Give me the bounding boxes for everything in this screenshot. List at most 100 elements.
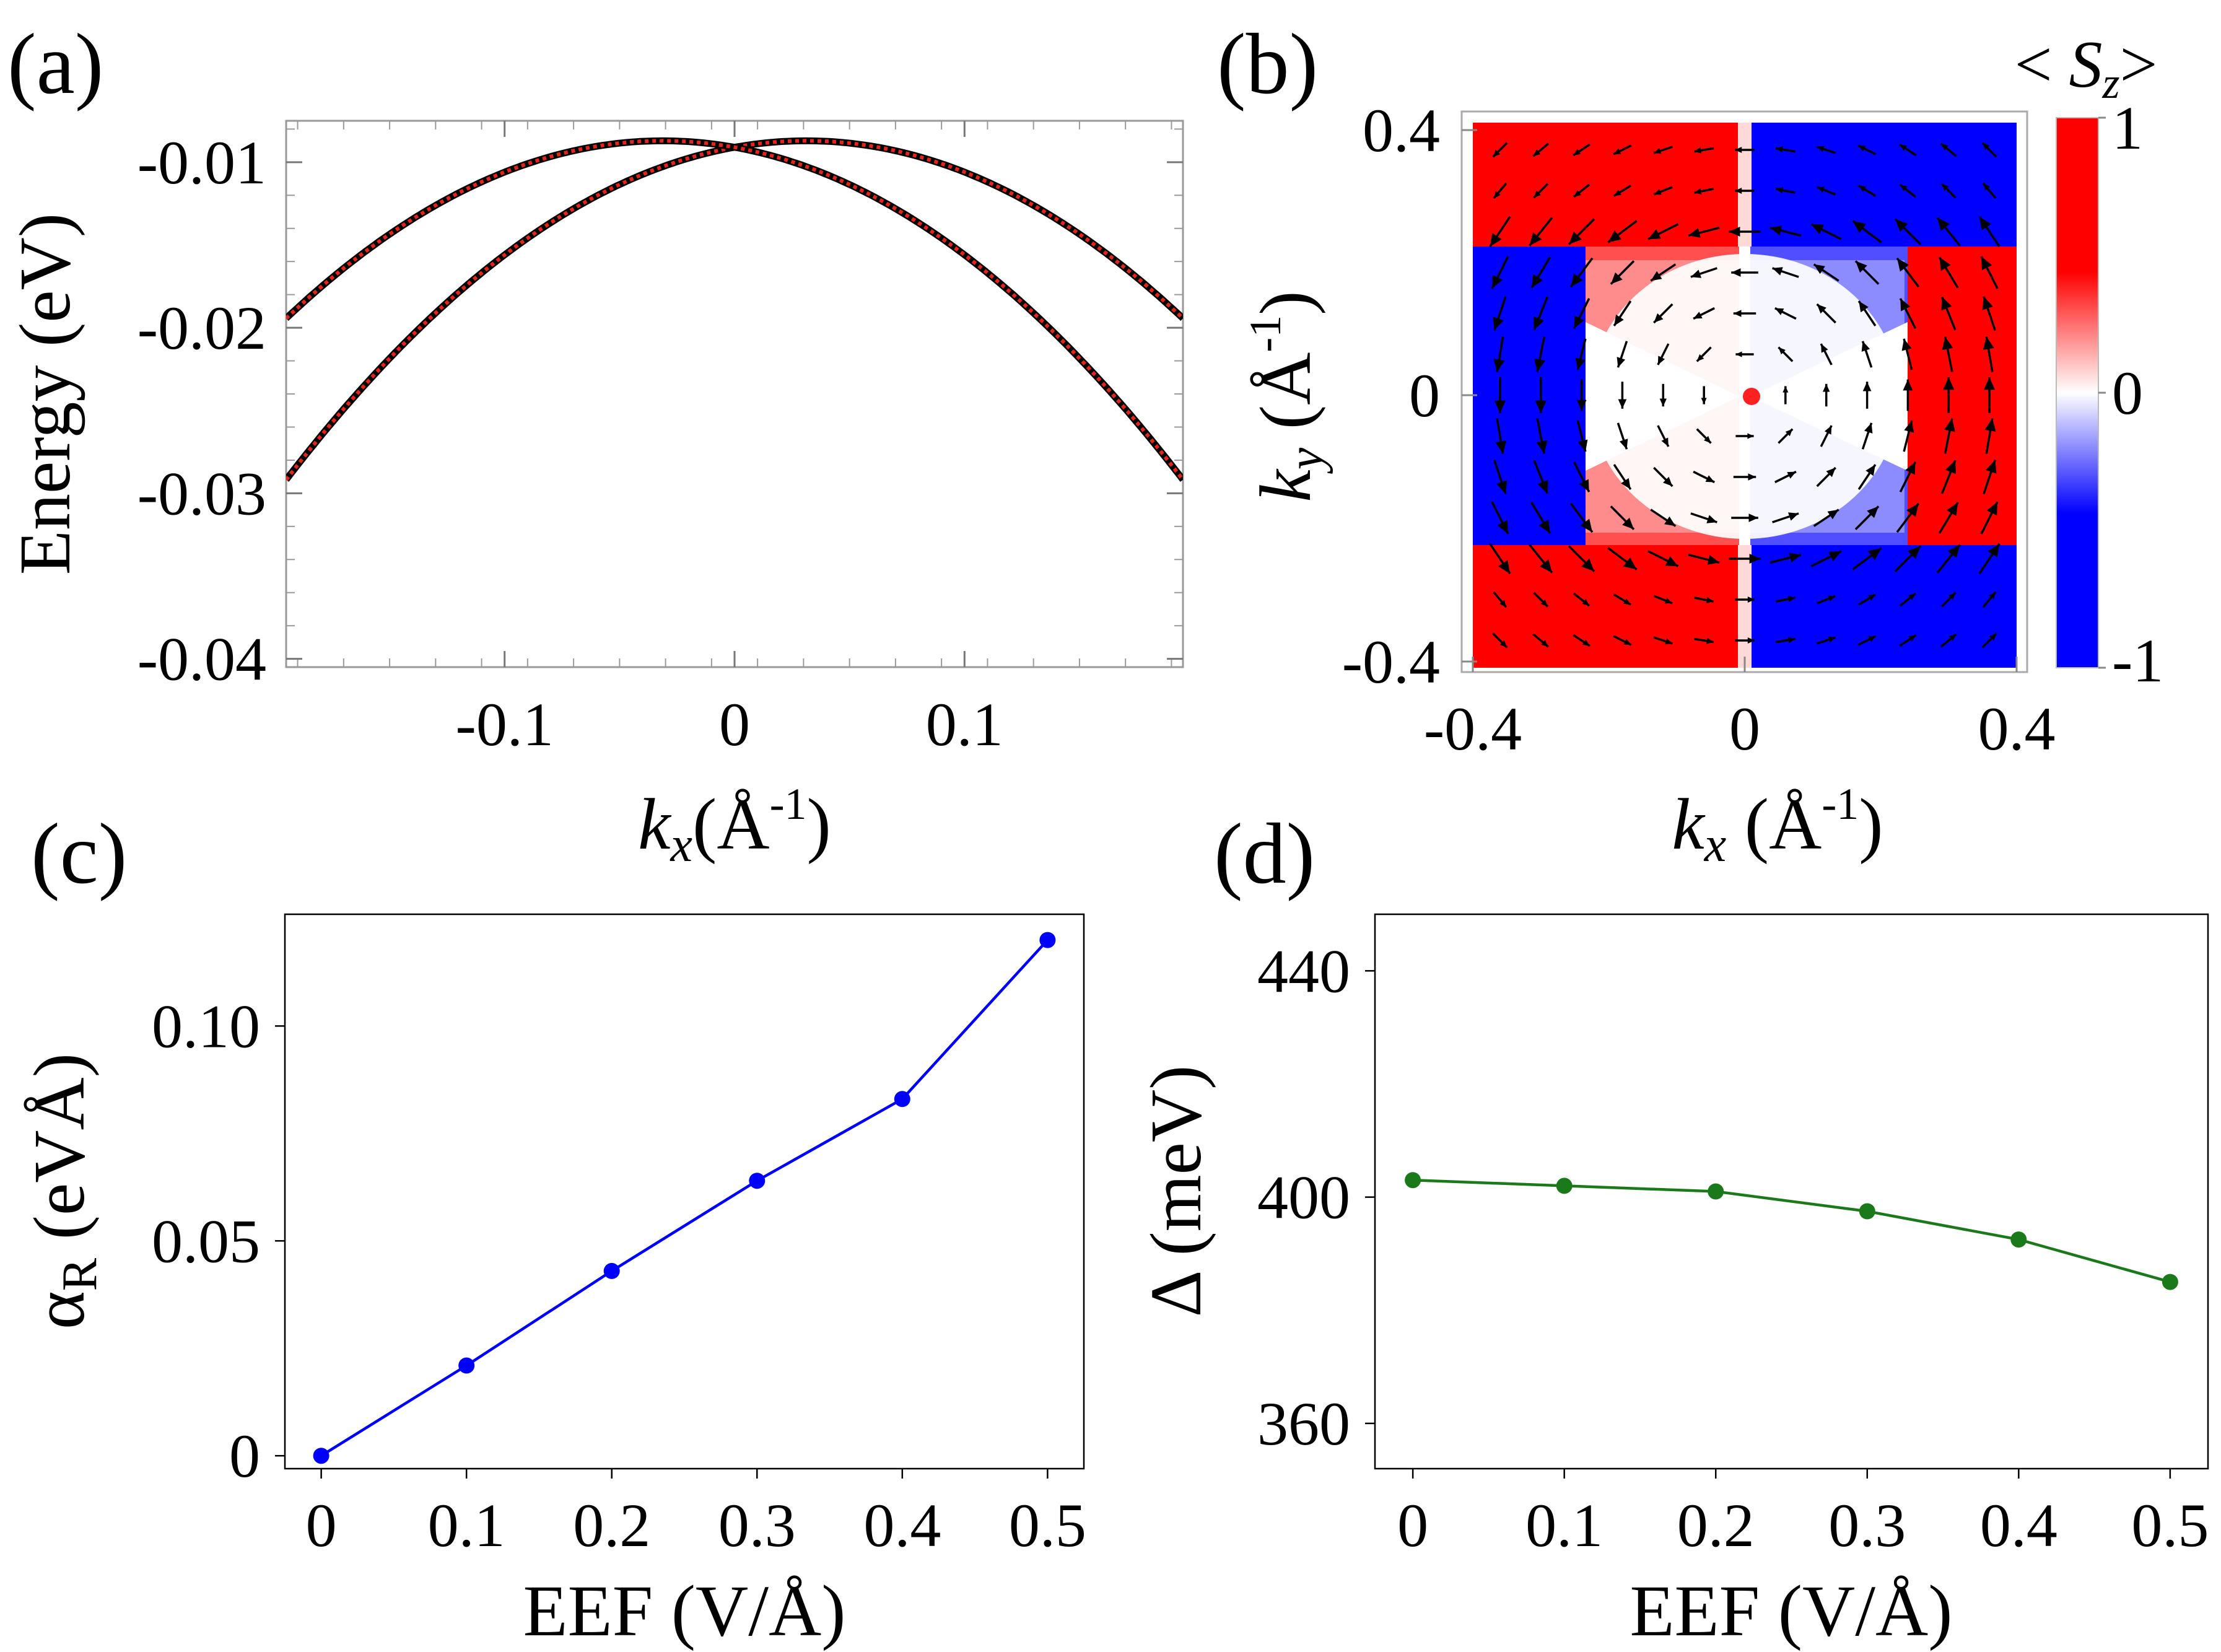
spin-arrow: [1729, 554, 1761, 564]
spin-arrow: [1775, 637, 1796, 644]
spin-arrow: [1942, 336, 1953, 372]
spin-arrow: [1731, 268, 1758, 277]
data-point: [1708, 1183, 1724, 1200]
spin-arrow: [1650, 509, 1677, 527]
spin-arrow: [1576, 379, 1587, 411]
panel-c-x-axis-label: EEF (V/Å): [523, 1570, 845, 1651]
spin-arrow: [1569, 257, 1594, 288]
spin-arrow: [1653, 636, 1673, 645]
data-point: [1039, 932, 1056, 948]
spin-arrow: [1978, 543, 2001, 575]
panel-d-x-axis-label: EEF (V/Å): [1630, 1570, 1952, 1651]
panel-c: 0 0.1 0.2 0.3 0.4 0.5 0 0.05 0.10 EEF (V/Å) αR (…: [19, 913, 1086, 1651]
spin-arrow: [1982, 182, 1997, 199]
x-tick-label: 0.3: [1828, 1491, 1906, 1560]
spin-arrow: [1936, 544, 1961, 574]
spin-arrow: [1653, 466, 1673, 487]
y-tick-label: 360: [1257, 1389, 1350, 1458]
x-tick-label: 0: [1397, 1491, 1428, 1560]
spin-arrow: [1817, 186, 1836, 196]
x-tick-label: 0: [1729, 694, 1760, 763]
spin-arrow: [1575, 338, 1587, 370]
spin-arrow: [1735, 147, 1755, 153]
spin-arrow: [1735, 433, 1754, 439]
spin-arrow: [1530, 256, 1551, 289]
data-point: [894, 1091, 910, 1108]
spin-arrow: [1772, 267, 1799, 278]
spin-arrow: [1852, 547, 1882, 570]
spin-arrow: [1493, 295, 1507, 331]
spin-arrow: [1810, 550, 1842, 567]
spin-arrow: [1978, 216, 2001, 248]
spin-arrow: [1701, 386, 1707, 404]
x-tick-label: 0.4: [1980, 1491, 2057, 1560]
spin-arrow: [1861, 341, 1873, 368]
spin-arrow: [1940, 183, 1957, 199]
spin-arrow: [1901, 338, 1913, 370]
y-tick-label: 0.05: [152, 1207, 260, 1275]
panel-c-y-axis-label: αR (eVÅ): [19, 1053, 107, 1329]
spin-arrow: [1899, 183, 1916, 198]
spin-arrow: [1861, 422, 1873, 450]
data-point: [2162, 1274, 2178, 1290]
spin-arrow: [1576, 420, 1588, 452]
spin-arrow: [1816, 303, 1836, 324]
spin-arrow: [1489, 543, 1511, 575]
spin-arrow: [1983, 336, 1994, 372]
spin-arrow: [1532, 633, 1550, 648]
spin-arrow: [1984, 418, 1996, 454]
spin-arrow: [1810, 223, 1842, 240]
spin-arrow: [1899, 143, 1917, 157]
panel-a-minor-ticks: [286, 121, 1183, 667]
spin-arrow: [1493, 182, 1508, 199]
spin-arrows: [1489, 142, 2001, 649]
data-point: [2010, 1231, 2027, 1248]
panel-a-frame: [285, 120, 1184, 668]
spin-arrow: [1653, 146, 1673, 154]
spin-arrow: [1573, 298, 1590, 329]
spin-heatmap: [1473, 123, 2017, 668]
spin-arrow: [1774, 470, 1797, 484]
spin-arrow: [1733, 473, 1756, 481]
spin-arrow: [1982, 295, 1996, 331]
spin-arrow: [1533, 296, 1549, 331]
panel-c-series: [313, 932, 1056, 1464]
region-bottom-right: [1750, 545, 2017, 668]
spin-arrow: [1862, 382, 1872, 409]
spin-arrow: [1772, 512, 1799, 523]
panel-a-curves: [286, 137, 1183, 482]
spin-arrow: [1647, 550, 1679, 567]
spin-arrow: [1944, 418, 1955, 454]
data-point: [313, 1448, 329, 1464]
spin-arrow: [1495, 418, 1507, 454]
data-point: [1556, 1178, 1573, 1194]
spin-arrow: [1491, 501, 1509, 535]
spin-arrow: [1775, 146, 1796, 153]
band-branch-2: [286, 137, 1183, 482]
fit-branch-1: [286, 139, 1183, 481]
spin-arrow: [1899, 634, 1917, 647]
spin-arrow: [1940, 142, 1957, 157]
spin-arrow: [1769, 225, 1802, 237]
spin-arrow: [1731, 514, 1758, 522]
spin-arrow: [1573, 183, 1590, 198]
panel-b-ticks: -0.4 0 0.4 0.4 0 -0.4: [1342, 96, 2056, 763]
spin-arrow: [1693, 307, 1715, 320]
spin-arrow: [1617, 422, 1628, 450]
panel-b-y-axis-label: ky (Å-1): [1241, 291, 1333, 502]
spin-arrow: [1493, 459, 1508, 495]
spin-arrow: [1981, 142, 1997, 158]
spin-arrow: [1653, 595, 1673, 605]
spin-arrow: [1981, 632, 1997, 649]
spin-arrow: [1938, 256, 1959, 289]
spin-arrow: [1817, 595, 1836, 605]
spin-arrow: [1696, 346, 1712, 362]
hex-left-blue: [1473, 247, 1586, 545]
spin-arrow: [1533, 460, 1549, 494]
spin-arrow: [1854, 505, 1880, 530]
spin-arrow: [1980, 256, 1999, 289]
spin-arrow: [1657, 343, 1670, 365]
spin-arrow: [1613, 144, 1632, 155]
y-tick-label: -0.4: [1342, 627, 1440, 696]
spin-arrow: [1573, 634, 1590, 647]
